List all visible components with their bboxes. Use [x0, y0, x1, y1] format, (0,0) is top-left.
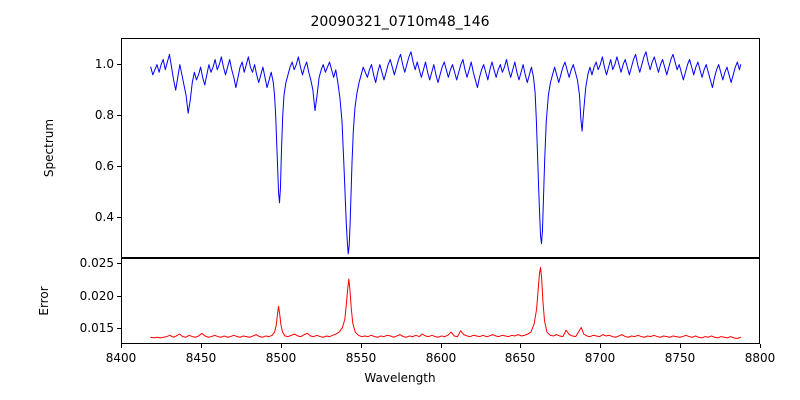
y-tick-mark-spectrum	[117, 64, 121, 65]
y-tick-label-spectrum: 1.0	[94, 57, 114, 71]
y-tick-mark-error	[117, 263, 121, 264]
x-tick-mark	[520, 344, 521, 348]
y-tick-label-spectrum: 0.6	[94, 159, 114, 173]
page-title: 20090321_0710m48_146	[310, 14, 490, 30]
data-line-spectrum	[150, 51, 742, 255]
spectrum-plot-area	[150, 51, 742, 255]
x-tick-mark	[600, 344, 601, 348]
error-axes	[121, 258, 760, 344]
y-tick-label-error: 0.015	[79, 321, 114, 335]
x-tick-label: 8550	[345, 351, 377, 365]
x-tick-label: 8500	[265, 351, 297, 365]
x-tick-mark	[121, 344, 122, 348]
y-axis-label-error: Error	[37, 286, 51, 316]
y-tick-mark-error	[117, 328, 121, 329]
y-axis-label-spectrum: Spectrum	[42, 118, 56, 178]
y-tick-label-error: 0.025	[79, 256, 114, 270]
x-tick-mark	[281, 344, 282, 348]
data-line-error	[150, 266, 742, 340]
x-tick-mark	[760, 344, 761, 348]
x-tick-label: 8750	[664, 351, 696, 365]
error-plot-area	[150, 266, 742, 340]
y-tick-mark-spectrum	[117, 115, 121, 116]
x-tick-mark	[201, 344, 202, 348]
x-tick-label: 8700	[584, 351, 616, 365]
spectrum-axes	[121, 38, 760, 258]
y-tick-label-error: 0.020	[79, 289, 114, 303]
y-tick-label-spectrum: 0.4	[94, 210, 114, 224]
x-tick-label: 8400	[105, 351, 137, 365]
x-tick-mark	[680, 344, 681, 348]
x-tick-label: 8450	[185, 351, 217, 365]
y-tick-mark-error	[117, 296, 121, 297]
y-tick-label-spectrum: 0.8	[94, 108, 114, 122]
x-tick-label: 8800	[744, 351, 776, 365]
x-axis-label: Wavelength	[364, 371, 436, 385]
y-tick-mark-spectrum	[117, 166, 121, 167]
x-tick-mark	[361, 344, 362, 348]
x-tick-mark	[441, 344, 442, 348]
x-tick-label: 8650	[504, 351, 536, 365]
x-tick-label: 8600	[425, 351, 457, 365]
y-tick-mark-spectrum	[117, 217, 121, 218]
